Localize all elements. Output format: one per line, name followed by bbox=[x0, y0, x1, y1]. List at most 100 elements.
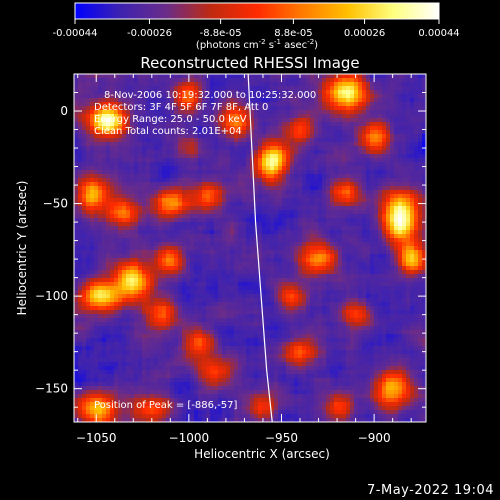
heatmap-cell bbox=[218, 82, 223, 87]
heatmap-cell bbox=[238, 114, 243, 119]
heatmap-cell bbox=[358, 182, 363, 187]
heatmap-cell bbox=[150, 162, 155, 167]
heatmap-cell bbox=[394, 110, 399, 115]
heatmap-cell bbox=[118, 254, 123, 259]
heatmap-cell bbox=[338, 78, 343, 83]
heatmap-cell bbox=[178, 258, 183, 263]
heatmap-cell bbox=[378, 182, 383, 187]
heatmap-cell bbox=[154, 230, 159, 235]
heatmap-cell bbox=[154, 282, 159, 287]
heatmap-cell bbox=[142, 114, 147, 119]
heatmap-cell bbox=[158, 246, 163, 251]
heatmap-cell bbox=[198, 74, 203, 79]
colorbar-tick-label: 0.00044 bbox=[418, 28, 459, 39]
heatmap-cell bbox=[406, 118, 411, 123]
heatmap-cell bbox=[242, 158, 247, 163]
heatmap-cell bbox=[162, 230, 167, 235]
heatmap-cell bbox=[394, 286, 399, 291]
heatmap-cell bbox=[246, 146, 251, 151]
heatmap-cell bbox=[178, 294, 183, 299]
heatmap-cell bbox=[138, 86, 143, 91]
heatmap-cell bbox=[330, 254, 335, 259]
heatmap-cell bbox=[90, 122, 95, 127]
heatmap-cell bbox=[126, 182, 131, 187]
heatmap-cell bbox=[366, 186, 371, 191]
heatmap-cell bbox=[98, 186, 103, 191]
heatmap-cell bbox=[342, 234, 347, 239]
heatmap-cell bbox=[314, 86, 319, 91]
heatmap-cell bbox=[226, 158, 231, 163]
heatmap-cell bbox=[362, 210, 367, 215]
heatmap-cell bbox=[334, 290, 339, 295]
heatmap-cell bbox=[206, 210, 211, 215]
heatmap-cell bbox=[82, 186, 87, 191]
heatmap-cell bbox=[362, 270, 367, 275]
heatmap-cell bbox=[94, 174, 99, 179]
heatmap-cell bbox=[414, 102, 419, 107]
heatmap-cell bbox=[246, 282, 251, 287]
heatmap-cell bbox=[130, 226, 135, 231]
heatmap-cell bbox=[130, 154, 135, 159]
heatmap-cell bbox=[94, 206, 99, 211]
heatmap-cell bbox=[214, 270, 219, 275]
heatmap-cell bbox=[106, 262, 111, 267]
heatmap-cell bbox=[186, 234, 191, 239]
heatmap-cell bbox=[310, 242, 315, 247]
heatmap-cell bbox=[398, 142, 403, 147]
heatmap-cell bbox=[214, 262, 219, 267]
heatmap-cell bbox=[382, 138, 387, 143]
heatmap-cell bbox=[250, 126, 255, 131]
heatmap-cell bbox=[262, 122, 267, 127]
heatmap-cell bbox=[274, 190, 279, 195]
heatmap-cell bbox=[382, 242, 387, 247]
heatmap-cell bbox=[262, 198, 267, 203]
heatmap-cell bbox=[318, 218, 323, 223]
heatmap-cell bbox=[270, 190, 275, 195]
heatmap-cell bbox=[166, 210, 171, 215]
heatmap-cell bbox=[394, 254, 399, 259]
heatmap-cell bbox=[122, 166, 127, 171]
heatmap-cell bbox=[258, 242, 263, 247]
heatmap-cell bbox=[322, 214, 327, 219]
heatmap-cell bbox=[278, 166, 283, 171]
heatmap-cell bbox=[202, 242, 207, 247]
heatmap-cell bbox=[366, 286, 371, 291]
heatmap-cell bbox=[338, 202, 343, 207]
heatmap-cell bbox=[226, 134, 231, 139]
heatmap-cell bbox=[202, 158, 207, 163]
heatmap-cell bbox=[402, 114, 407, 119]
heatmap-cell bbox=[350, 270, 355, 275]
heatmap-cell bbox=[138, 146, 143, 151]
heatmap-cell bbox=[334, 178, 339, 183]
heatmap-cell bbox=[166, 106, 171, 111]
heatmap-cell bbox=[274, 74, 279, 79]
heatmap-cell bbox=[406, 106, 411, 111]
heatmap-cell bbox=[394, 262, 399, 267]
heatmap-cell bbox=[90, 130, 95, 135]
heatmap-cell bbox=[230, 106, 235, 111]
heatmap-cell bbox=[218, 130, 223, 135]
heatmap-cell bbox=[174, 278, 179, 283]
heatmap-cell bbox=[110, 226, 115, 231]
heatmap-cell bbox=[378, 178, 383, 183]
heatmap-cell bbox=[198, 98, 203, 103]
heatmap-cell bbox=[222, 74, 227, 79]
heatmap-cell bbox=[326, 218, 331, 223]
heatmap-cell bbox=[318, 102, 323, 107]
heatmap-cell bbox=[86, 106, 91, 111]
heatmap-cell bbox=[126, 226, 131, 231]
heatmap-cell bbox=[78, 290, 83, 295]
heatmap-cell bbox=[122, 286, 127, 291]
heatmap-cell bbox=[338, 154, 343, 159]
heatmap-cell bbox=[290, 174, 295, 179]
heatmap-cell bbox=[162, 142, 167, 147]
heatmap-cell bbox=[238, 74, 243, 79]
heatmap-cell bbox=[190, 106, 195, 111]
heatmap-cell bbox=[274, 266, 279, 271]
heatmap-cell bbox=[382, 110, 387, 115]
heatmap-cell bbox=[338, 178, 343, 183]
heatmap-cell bbox=[358, 186, 363, 191]
heatmap-cell bbox=[222, 78, 227, 83]
heatmap-cell bbox=[130, 298, 135, 303]
heatmap-cell bbox=[306, 190, 311, 195]
